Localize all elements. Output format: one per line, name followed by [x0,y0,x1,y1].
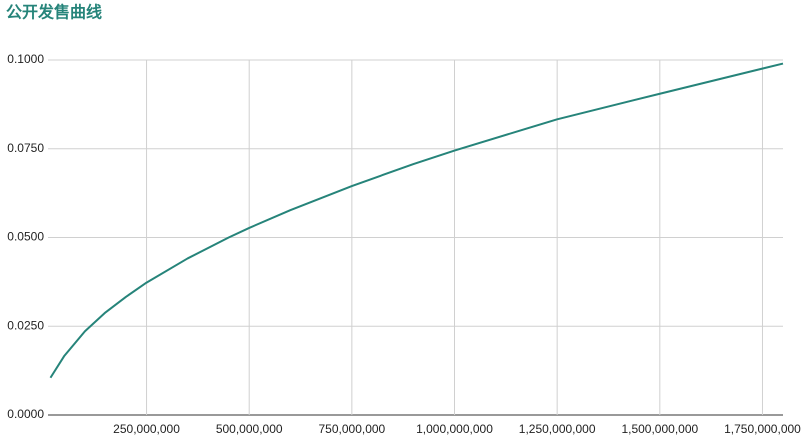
y-tick-label: 0.0250 [7,318,44,332]
x-tick-label: 1,750,000,000 [724,422,801,436]
x-tick-label: 500,000,000 [216,422,283,436]
x-tick-label: 750,000,000 [318,422,385,436]
y-tick-label: 0.1000 [7,52,44,66]
y-tick-label: 0.0000 [7,407,44,421]
line [49,62,784,379]
x-tick-label: 250,000,000 [113,422,180,436]
y-tick-label: 0.0750 [7,141,44,155]
x-tick-label: 1,500,000,000 [621,422,698,436]
chart-title: 公开发售曲线 [6,3,102,22]
x-tick-label: 1,250,000,000 [519,422,596,436]
y-tick-label: 0.0500 [7,230,44,244]
x-tick-label: 1,000,000,000 [416,422,493,436]
